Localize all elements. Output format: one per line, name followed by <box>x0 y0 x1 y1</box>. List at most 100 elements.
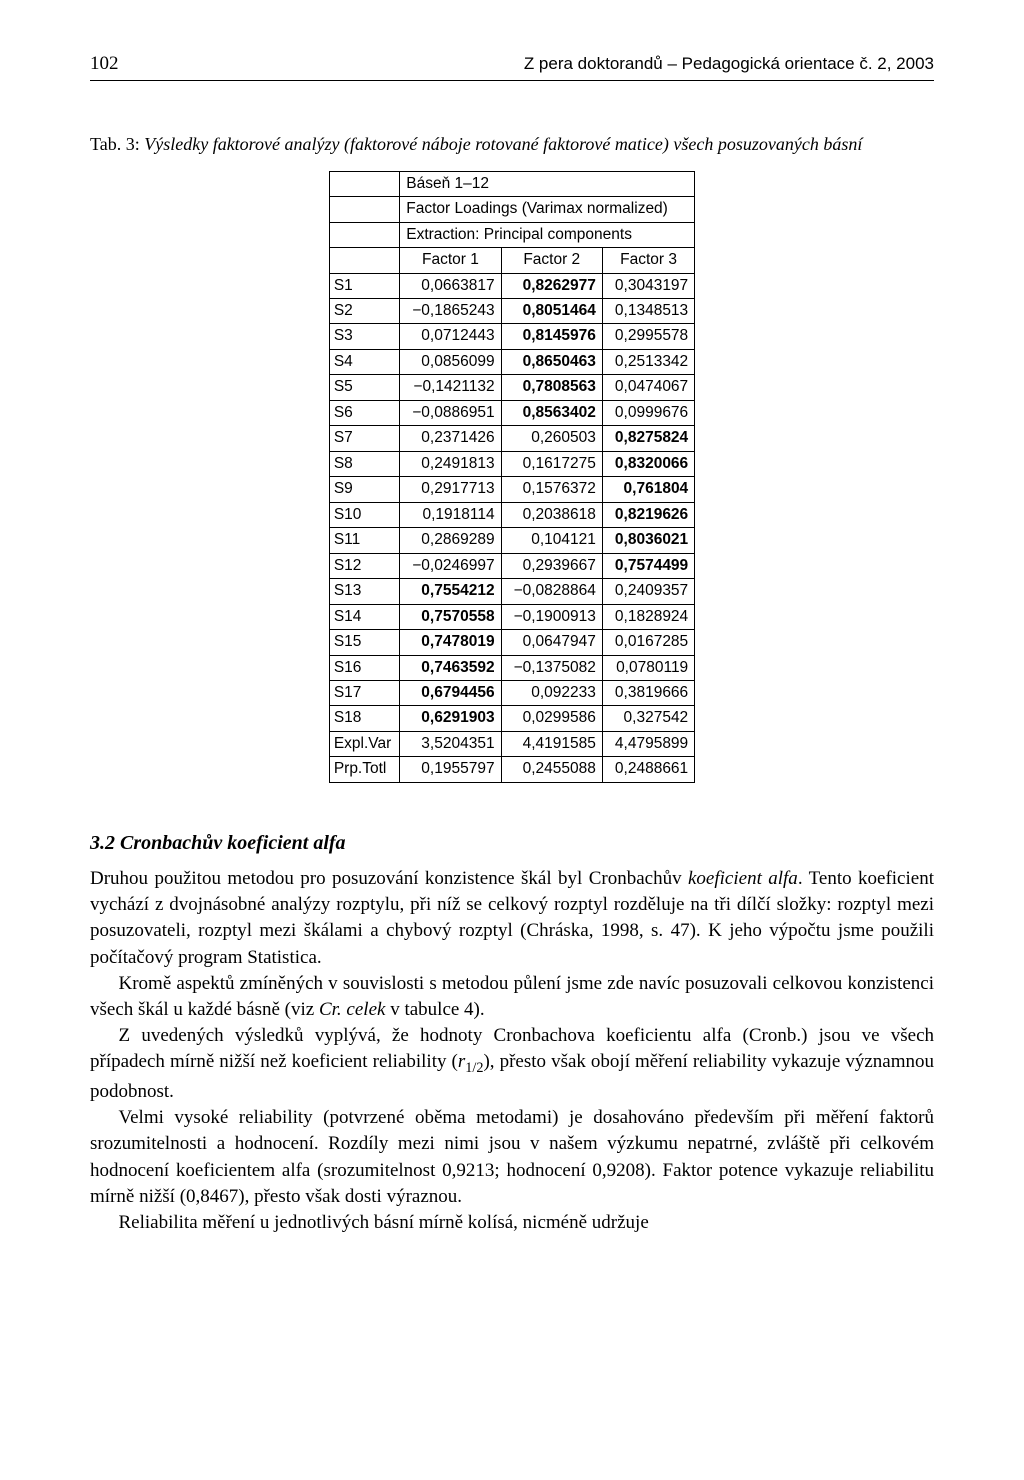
table-cell: −0,0246997 <box>400 553 501 578</box>
table-cell: 0,0999676 <box>602 400 694 425</box>
table-row: S10,06638170,82629770,3043197 <box>329 273 694 298</box>
table-cell: 0,8275824 <box>602 426 694 451</box>
table-cell: −0,1865243 <box>400 298 501 323</box>
row-label: S4 <box>329 349 399 374</box>
table-cell: 0,7808563 <box>501 375 602 400</box>
table-cell: 0,8563402 <box>501 400 602 425</box>
table-cell: 0,6794456 <box>400 681 501 706</box>
table-header-blank1 <box>329 171 399 196</box>
table-cell: 0,2455088 <box>501 757 602 782</box>
table-row: S70,23714260,2605030,8275824 <box>329 426 694 451</box>
row-label: S9 <box>329 477 399 502</box>
table-cell: −0,1900913 <box>501 604 602 629</box>
table-cell: 0,2869289 <box>400 528 501 553</box>
table-cell: 0,8219626 <box>602 502 694 527</box>
table-cell: 0,761804 <box>602 477 694 502</box>
table-cell: 3,5204351 <box>400 731 501 756</box>
paragraph-5: Reliabilita měření u jednotlivých básní … <box>90 1210 934 1236</box>
table-row: S140,7570558−0,19009130,1828924 <box>329 604 694 629</box>
table-cell: 0,1576372 <box>501 477 602 502</box>
table-cell: 0,0474067 <box>602 375 694 400</box>
table-cell: −0,1375082 <box>501 655 602 680</box>
running-head: Z pera doktorandů – Pedagogická orientac… <box>524 52 934 77</box>
paragraph-1: Druhou použitou metodou pro posuzování k… <box>90 866 934 971</box>
table-cell: 0,8145976 <box>501 324 602 349</box>
table-cell: 0,2371426 <box>400 426 501 451</box>
table-cell: 0,8650463 <box>501 349 602 374</box>
table-cell: 0,7570558 <box>400 604 501 629</box>
p3-subscript: 1/2 <box>465 1060 483 1076</box>
table-cell: 0,1918114 <box>400 502 501 527</box>
table-row: S5−0,14211320,78085630,0474067 <box>329 375 694 400</box>
factor-loadings-table: Báseň 1–12 Factor Loadings (Varimax norm… <box>329 171 695 783</box>
table-row: S100,19181140,20386180,8219626 <box>329 502 694 527</box>
table-row: Prp.Totl0,19557970,24550880,2488661 <box>329 757 694 782</box>
table-cell: 0,7554212 <box>400 579 501 604</box>
table-header-blank3 <box>329 222 399 247</box>
row-label: S10 <box>329 502 399 527</box>
table-cell: 0,8262977 <box>501 273 602 298</box>
table-row: S80,24918130,16172750,8320066 <box>329 451 694 476</box>
table-cell: 0,2995578 <box>602 324 694 349</box>
table-cell: 0,0663817 <box>400 273 501 298</box>
row-label: Expl.Var <box>329 731 399 756</box>
table-cell: 0,260503 <box>501 426 602 451</box>
row-label: S11 <box>329 528 399 553</box>
row-label: S16 <box>329 655 399 680</box>
page-header: 102 Z pera doktorandů – Pedagogická orie… <box>90 50 934 81</box>
table-cell: 0,0299586 <box>501 706 602 731</box>
row-label: S17 <box>329 681 399 706</box>
table-row: S2−0,18652430,80514640,1348513 <box>329 298 694 323</box>
paragraph-4: Velmi vysoké reliability (potvrzené oběm… <box>90 1105 934 1210</box>
table-row: S90,29177130,15763720,761804 <box>329 477 694 502</box>
table-cell: −0,0886951 <box>400 400 501 425</box>
table-cell: 4,4191585 <box>501 731 602 756</box>
table-cell: 0,6291903 <box>400 706 501 731</box>
table-cell: 0,2491813 <box>400 451 501 476</box>
table-container: Báseň 1–12 Factor Loadings (Varimax norm… <box>90 171 934 783</box>
table-row: S110,28692890,1041210,8036021 <box>329 528 694 553</box>
table-cell: 0,0856099 <box>400 349 501 374</box>
caption-label: Tab. 3: <box>90 134 140 154</box>
table-row: S30,07124430,81459760,2995578 <box>329 324 694 349</box>
row-label: S18 <box>329 706 399 731</box>
table-colhead-blank <box>329 248 399 273</box>
col-header-2: Factor 2 <box>501 248 602 273</box>
p1-italic: koeficient alfa <box>688 868 798 889</box>
table-cell: 0,8051464 <box>501 298 602 323</box>
table-cell: 0,1828924 <box>602 604 694 629</box>
table-row: S12−0,02469970,29396670,7574499 <box>329 553 694 578</box>
row-label: S5 <box>329 375 399 400</box>
table-cell: 0,8036021 <box>602 528 694 553</box>
p2-text-a: Kromě aspektů zmíněných v souvislosti s … <box>90 973 934 1020</box>
row-label: S3 <box>329 324 399 349</box>
table-cell: 0,2488661 <box>602 757 694 782</box>
table-row: S40,08560990,86504630,2513342 <box>329 349 694 374</box>
table-cell: −0,0828864 <box>501 579 602 604</box>
table-cell: 0,0167285 <box>602 630 694 655</box>
table-row: S180,62919030,02995860,327542 <box>329 706 694 731</box>
table-cell: 0,1348513 <box>602 298 694 323</box>
table-cell: 0,3819666 <box>602 681 694 706</box>
table-cell: 0,2513342 <box>602 349 694 374</box>
row-label: S8 <box>329 451 399 476</box>
table-cell: 0,7574499 <box>602 553 694 578</box>
table-title-row3: Extraction: Principal components <box>400 222 695 247</box>
table-cell: 0,092233 <box>501 681 602 706</box>
table-cell: 0,7478019 <box>400 630 501 655</box>
table-row: S130,7554212−0,08288640,2409357 <box>329 579 694 604</box>
row-label: Prp.Totl <box>329 757 399 782</box>
table-title-row2: Factor Loadings (Varimax normalized) <box>400 197 695 222</box>
p1-text-a: Druhou použitou metodou pro posuzování k… <box>90 868 688 889</box>
table-cell: 0,0647947 <box>501 630 602 655</box>
table-cell: 0,7463592 <box>400 655 501 680</box>
table-cell: 0,104121 <box>501 528 602 553</box>
table-row: S170,67944560,0922330,3819666 <box>329 681 694 706</box>
table-row: Expl.Var3,52043514,41915854,4795899 <box>329 731 694 756</box>
table-title-row1: Báseň 1–12 <box>400 171 695 196</box>
table-cell: 0,0712443 <box>400 324 501 349</box>
row-label: S6 <box>329 400 399 425</box>
paragraph-2: Kromě aspektů zmíněných v souvislosti s … <box>90 971 934 1023</box>
col-header-3: Factor 3 <box>602 248 694 273</box>
table-header-blank2 <box>329 197 399 222</box>
